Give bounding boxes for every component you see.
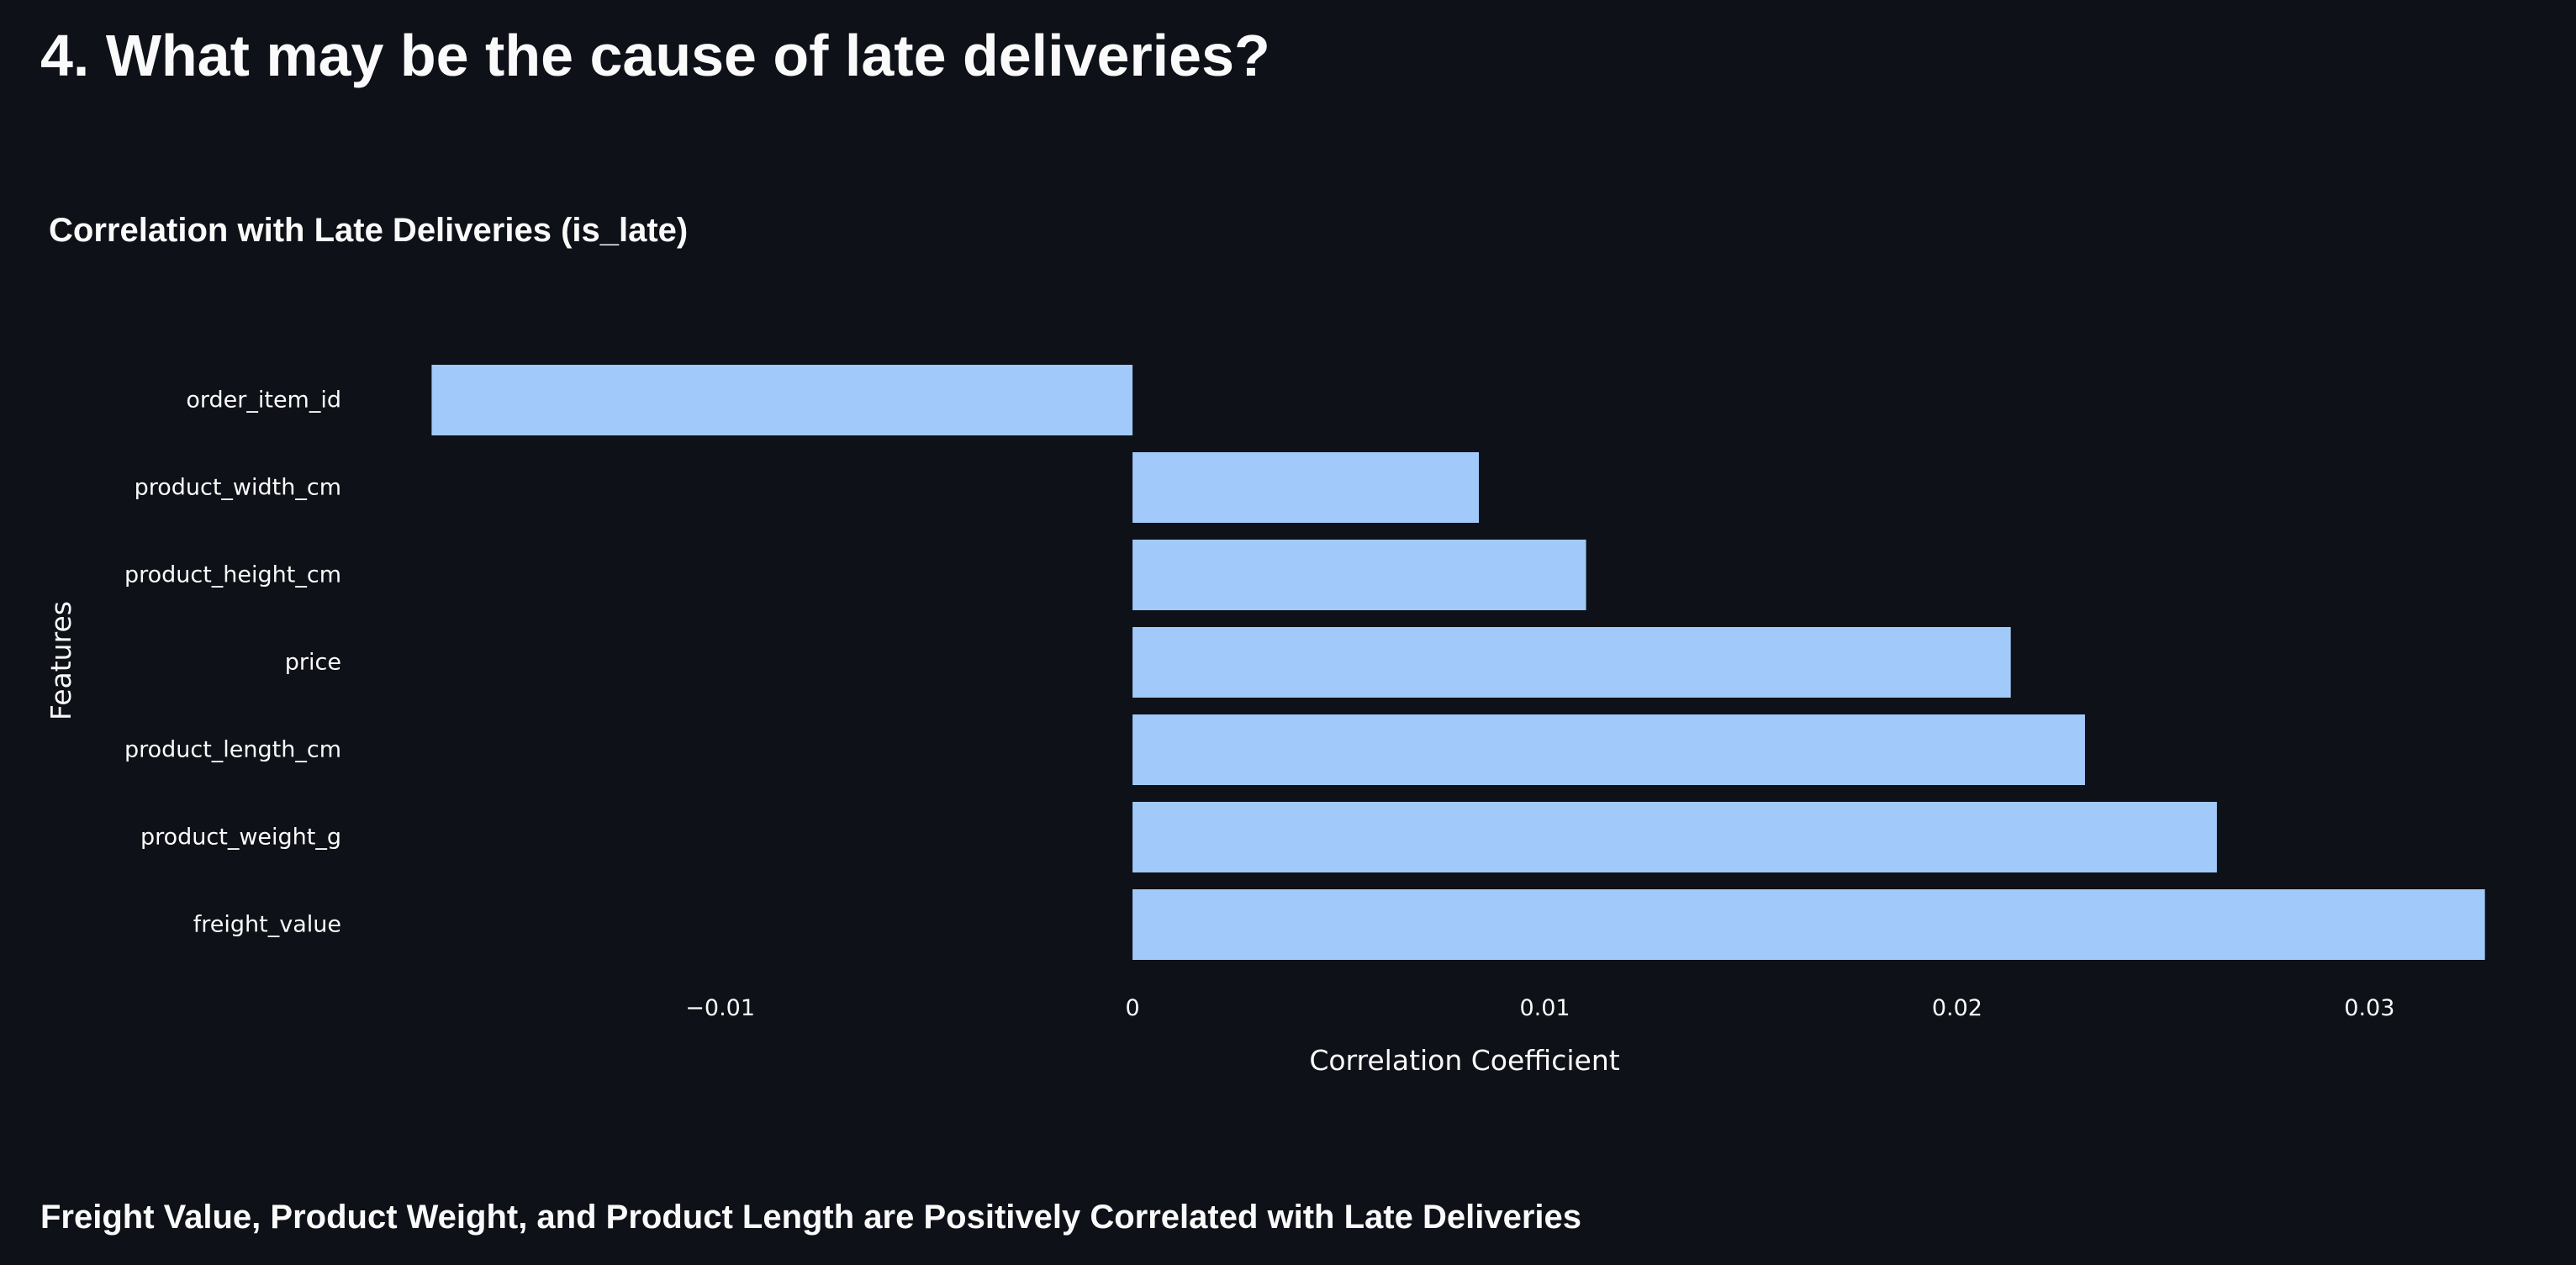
y-axis-title: Features: [45, 601, 77, 720]
bar-order_item_id: [431, 365, 1133, 435]
x-tick-label: 0: [1125, 995, 1139, 1021]
chart-svg: Correlation with Late Deliveries (is_lat…: [45, 212, 2485, 1077]
bar-product_length_cm: [1132, 714, 2085, 785]
bar-product_weight_g: [1132, 802, 2217, 872]
y-tick-label: price: [285, 650, 341, 676]
bar-price: [1132, 627, 2011, 698]
x-tick-label: 0.02: [1932, 995, 1982, 1021]
y-tick-label: freight_value: [193, 912, 341, 938]
insight-caption: Freight Value, Product Weight, and Produ…: [40, 1199, 1581, 1236]
y-tick-label: product_width_cm: [135, 475, 341, 501]
bars-layer: [431, 365, 2485, 960]
y-tick-label: product_height_cm: [124, 562, 341, 588]
y-tick-label: order_item_id: [186, 387, 341, 414]
x-tick-label: 0.03: [2344, 995, 2394, 1021]
x-tick-labels: −0.01 0 0.01 0.02 0.03: [685, 995, 2394, 1021]
x-tick-label: −0.01: [685, 995, 755, 1021]
bar-product_width_cm: [1132, 452, 1480, 523]
y-tick-label: product_weight_g: [140, 825, 341, 851]
correlation-chart: Correlation with Late Deliveries (is_lat…: [0, 168, 2576, 1118]
chart-title: Correlation with Late Deliveries (is_lat…: [49, 212, 688, 249]
x-axis-title: Correlation Coefficient: [1309, 1044, 1619, 1077]
x-tick-label: 0.01: [1519, 995, 1570, 1021]
bar-product_height_cm: [1132, 540, 1586, 610]
page-title: 4. What may be the cause of late deliver…: [40, 23, 1270, 88]
bar-freight_value: [1132, 889, 2485, 960]
y-tick-labels: order_item_id product_width_cm product_hei…: [124, 387, 341, 938]
y-tick-label: product_length_cm: [124, 737, 341, 763]
